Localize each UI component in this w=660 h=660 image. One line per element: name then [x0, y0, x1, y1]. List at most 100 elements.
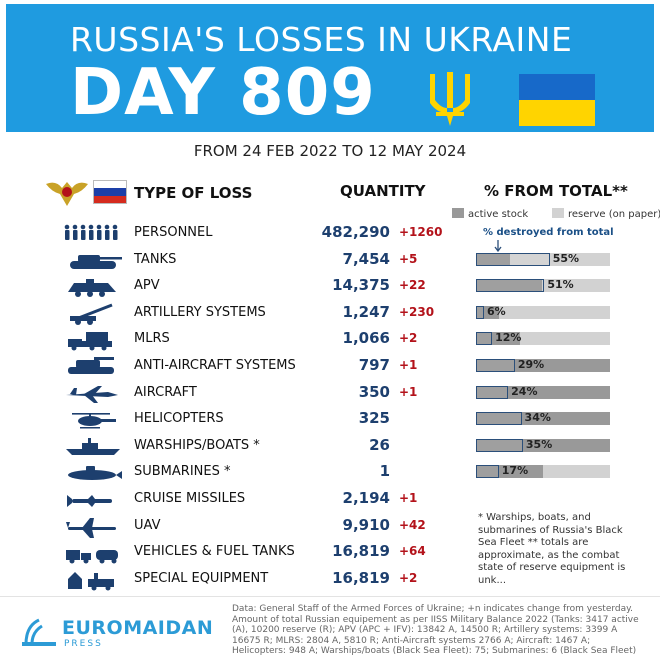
reserve-stock-bar: [476, 305, 610, 319]
destroyed-bar: [476, 412, 522, 426]
euromaidan-logo-icon: [22, 618, 56, 646]
table-row: UAV 9,910 +42: [0, 513, 660, 539]
uav-icon: [66, 517, 116, 538]
loss-quantity: 325: [358, 409, 390, 428]
active-stock-bar: [476, 412, 610, 426]
percent-label: 55%: [552, 251, 580, 265]
daily-change: +1: [399, 491, 418, 505]
footer-divider: [0, 596, 660, 597]
table-row: PERSONNEL 482,290 +1260: [0, 220, 660, 246]
loss-quantity: 16,819: [332, 542, 390, 561]
percent-bar: 34%: [476, 411, 610, 426]
active-stock-bar: [476, 359, 610, 372]
loss-quantity: 1,247: [342, 302, 390, 321]
table-row: APV 14,375 +22 51%: [0, 273, 660, 299]
legend-item-reserve: reserve (on paper): [552, 208, 660, 220]
header-banner: RUSSIA'S LOSSES IN UKRAINE DAY 809: [6, 4, 654, 132]
percent-bar: 29%: [476, 358, 610, 372]
destroyed-bar: [476, 465, 499, 479]
table-row: TANKS 7,454 +5 55%: [0, 247, 660, 273]
percent-bar: 55%: [476, 251, 610, 266]
loss-quantity: 9,910: [342, 515, 390, 534]
daily-change: +2: [399, 570, 418, 585]
column-header-type: TYPE OF LOSS: [134, 184, 253, 202]
loss-type-label: UAV: [134, 517, 161, 533]
percent-label: 17%: [501, 464, 529, 478]
destroyed-bar: [476, 438, 523, 452]
date-range: FROM 24 FEB 2022 TO 12 MAY 2024: [193, 142, 467, 160]
percent-bar: 17%: [476, 464, 610, 479]
daily-change: +1: [399, 384, 418, 399]
percent-label: 35%: [525, 437, 553, 451]
daily-change: +2: [399, 331, 418, 346]
percent-bar: 6%: [476, 305, 610, 319]
percent-bar: 35%: [476, 437, 610, 452]
loss-type-label: SUBMARINES *: [134, 464, 231, 480]
loss-quantity: 7,454: [342, 249, 390, 268]
loss-type-label: AIRCRAFT: [134, 384, 197, 400]
arrow-down-icon: [494, 240, 502, 252]
table-row: MLRS 1,066 +2 12%: [0, 326, 660, 352]
percent-bar: 24%: [476, 384, 610, 399]
loss-type-label: SPECIAL EQUIPMENT: [134, 570, 269, 586]
active-stock-bar: [476, 305, 499, 319]
loss-type-label: VEHICLES & FUEL TANKS: [134, 544, 295, 560]
loss-type-label: ARTILLERY SYSTEMS: [134, 304, 266, 320]
column-header-percent: % FROM TOTAL**: [484, 182, 628, 200]
daily-change: +64: [399, 544, 426, 559]
destroyed-bar: [476, 359, 515, 372]
apv-icon: [68, 279, 116, 298]
table-row: CRUISE MISSILES 2,194 +1: [0, 486, 660, 512]
table-row: WARSHIPS/BOATS * 26 35%: [0, 433, 660, 459]
percent-label: 34%: [524, 411, 551, 425]
percent-bar: 51%: [476, 278, 610, 293]
loss-type-label: MLRS: [134, 331, 170, 347]
loss-quantity: 797: [358, 356, 390, 374]
table-row: VEHICLES & FUEL TANKS 16,819 +64: [0, 539, 660, 565]
active-stock-bar: [476, 252, 510, 266]
loss-quantity: 16,819: [332, 568, 390, 587]
destroyed-bar: [476, 332, 493, 346]
loss-quantity: 350: [358, 382, 390, 401]
legend: active stock reserve (on paper): [452, 208, 660, 220]
warship-icon: [66, 437, 120, 455]
daily-change: +22: [399, 278, 426, 293]
legend-item-active: active stock: [452, 208, 528, 220]
trident-icon: [430, 72, 470, 126]
tank-icon: [70, 254, 122, 269]
destroyed-bar: [476, 385, 509, 399]
loss-quantity: 2,194: [342, 489, 390, 507]
legend-destroyed-label: % destroyed from total: [483, 227, 614, 238]
active-stock-bar: [476, 279, 542, 293]
brand-sub: PRESS: [64, 639, 103, 649]
percent-label: 24%: [511, 384, 538, 398]
footnote: * Warships, boats, and submarines of Rus…: [478, 512, 626, 586]
loss-type-label: CRUISE MISSILES: [134, 491, 246, 506]
column-header-quantity: QUANTITY: [340, 182, 426, 200]
artillery-icon: [70, 303, 113, 325]
loss-type-label: WARSHIPS/BOATS *: [134, 437, 260, 453]
loss-quantity: 482,290: [321, 223, 390, 241]
daily-change: +42: [399, 517, 426, 532]
loss-quantity: 1,066: [342, 329, 390, 348]
russian-army-emblem-icon: [46, 182, 88, 206]
destroyed-bar: [476, 279, 545, 293]
page-title: RUSSIA'S LOSSES IN UKRAINE: [70, 20, 573, 59]
table-row: ARTILLERY SYSTEMS 1,247 +230 6%: [0, 300, 660, 326]
anti-aircraft-icon: [68, 357, 114, 374]
helicopter-icon: [72, 413, 116, 429]
personnel-icon: [64, 224, 118, 240]
loss-quantity: 26: [369, 435, 390, 454]
loss-type-label: HELICOPTERS: [134, 411, 224, 427]
source-note: Data: General Staff of the Armed Forces …: [232, 604, 639, 656]
active-stock-bar: [476, 385, 610, 399]
aircraft-icon: [66, 385, 118, 403]
table-row: ANTI-AIRCRAFT SYSTEMS 797 +1 29%: [0, 353, 660, 379]
loss-type-label: ANTI-AIRCRAFT SYSTEMS: [134, 358, 296, 373]
loss-quantity: 14,375: [332, 276, 390, 295]
active-stock-bar: [476, 332, 521, 346]
loss-quantity: 1: [379, 462, 390, 481]
loss-type-label: TANKS: [134, 251, 177, 267]
submarine-icon: [68, 466, 122, 481]
vehicles-icon: [66, 550, 118, 564]
